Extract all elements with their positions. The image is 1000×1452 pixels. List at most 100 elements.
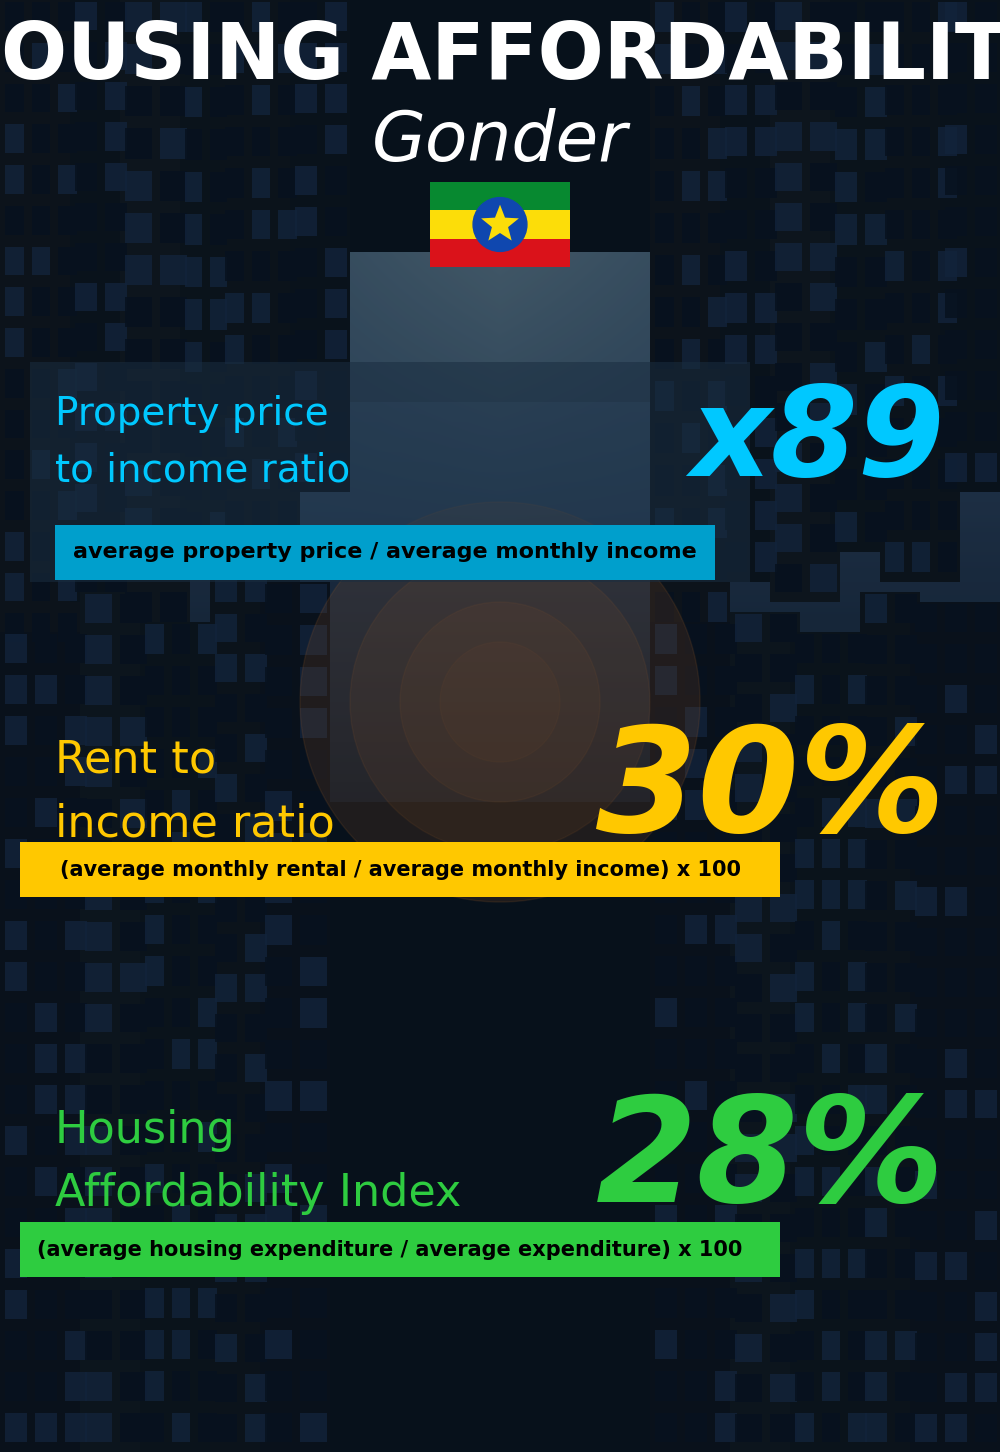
Bar bbox=[85, 1003, 112, 1032]
Bar bbox=[265, 1288, 292, 1318]
Bar bbox=[145, 1163, 164, 1194]
Bar bbox=[735, 653, 762, 682]
Bar bbox=[915, 1170, 937, 1199]
Bar bbox=[735, 1214, 762, 1241]
Bar bbox=[125, 44, 152, 74]
Bar bbox=[735, 1013, 762, 1043]
Bar bbox=[720, 0, 780, 582]
Bar bbox=[75, 322, 97, 351]
Bar bbox=[895, 1167, 917, 1196]
Bar bbox=[58, 42, 77, 71]
Bar bbox=[278, 334, 297, 364]
Bar bbox=[655, 1288, 677, 1317]
Bar bbox=[655, 873, 677, 903]
Bar bbox=[715, 1205, 737, 1234]
Bar bbox=[682, 296, 700, 327]
Bar bbox=[278, 168, 297, 197]
Bar bbox=[35, 756, 57, 786]
Bar bbox=[252, 86, 270, 115]
Bar bbox=[75, 1, 97, 30]
Bar bbox=[725, 126, 747, 157]
Bar bbox=[655, 424, 674, 453]
Bar bbox=[708, 170, 727, 200]
Bar bbox=[682, 466, 700, 495]
Bar bbox=[682, 128, 700, 158]
Bar bbox=[912, 543, 930, 572]
Bar bbox=[65, 880, 87, 909]
Bar bbox=[5, 1167, 27, 1196]
Bar bbox=[245, 1214, 267, 1241]
Bar bbox=[185, 129, 202, 160]
Bar bbox=[975, 1252, 997, 1281]
Bar bbox=[725, 543, 747, 572]
Bar bbox=[225, 334, 244, 364]
Bar bbox=[32, 166, 50, 193]
Bar bbox=[430, 211, 570, 238]
Bar bbox=[215, 1175, 237, 1202]
Bar bbox=[300, 1205, 327, 1234]
Bar bbox=[85, 1208, 112, 1237]
Bar bbox=[770, 653, 797, 682]
Bar bbox=[885, 44, 904, 73]
Bar bbox=[915, 645, 937, 672]
Bar bbox=[848, 1044, 867, 1073]
Bar bbox=[715, 1080, 737, 1109]
Bar bbox=[975, 330, 997, 359]
Bar bbox=[655, 665, 677, 696]
Bar bbox=[125, 1, 152, 32]
Bar bbox=[975, 928, 997, 957]
Bar bbox=[795, 1208, 814, 1237]
Bar bbox=[865, 839, 887, 868]
Bar bbox=[265, 1247, 292, 1276]
Bar bbox=[160, 128, 187, 158]
Bar bbox=[35, 839, 57, 868]
Bar bbox=[85, 1291, 112, 1320]
Bar bbox=[775, 203, 802, 231]
Bar bbox=[822, 675, 840, 704]
Bar bbox=[735, 1054, 762, 1082]
Bar bbox=[300, 709, 327, 738]
Bar bbox=[755, 543, 777, 572]
Bar bbox=[912, 376, 930, 405]
Bar bbox=[865, 87, 887, 118]
Bar bbox=[915, 1130, 937, 1159]
Bar bbox=[912, 459, 930, 489]
Bar bbox=[210, 469, 227, 499]
Bar bbox=[145, 1080, 164, 1109]
Bar bbox=[265, 1371, 292, 1401]
Bar bbox=[865, 385, 887, 415]
Bar bbox=[835, 45, 857, 76]
Bar bbox=[85, 635, 112, 664]
Bar bbox=[265, 626, 292, 655]
Bar bbox=[865, 963, 887, 992]
Bar bbox=[885, 334, 904, 364]
Bar bbox=[938, 251, 957, 282]
Bar bbox=[180, 0, 230, 552]
Bar bbox=[245, 1093, 267, 1122]
Bar bbox=[865, 758, 887, 787]
Bar bbox=[885, 376, 904, 405]
Bar bbox=[290, 0, 350, 492]
Bar bbox=[5, 635, 27, 664]
Bar bbox=[120, 963, 147, 992]
Bar bbox=[32, 287, 50, 317]
Bar bbox=[58, 369, 77, 398]
Bar bbox=[278, 251, 297, 282]
Bar bbox=[848, 635, 867, 664]
Bar bbox=[35, 1003, 57, 1032]
Bar bbox=[682, 550, 700, 579]
Bar bbox=[945, 1170, 967, 1199]
Bar bbox=[685, 1080, 707, 1109]
Bar bbox=[220, 0, 300, 582]
Bar bbox=[715, 998, 737, 1027]
Bar bbox=[185, 385, 202, 415]
Bar bbox=[865, 299, 887, 330]
Bar bbox=[938, 418, 957, 447]
Bar bbox=[865, 257, 887, 287]
Bar bbox=[685, 1288, 707, 1317]
Bar bbox=[975, 685, 997, 713]
Bar bbox=[265, 832, 292, 862]
Bar bbox=[245, 1414, 267, 1442]
Bar bbox=[85, 1044, 112, 1073]
Bar bbox=[85, 717, 112, 746]
